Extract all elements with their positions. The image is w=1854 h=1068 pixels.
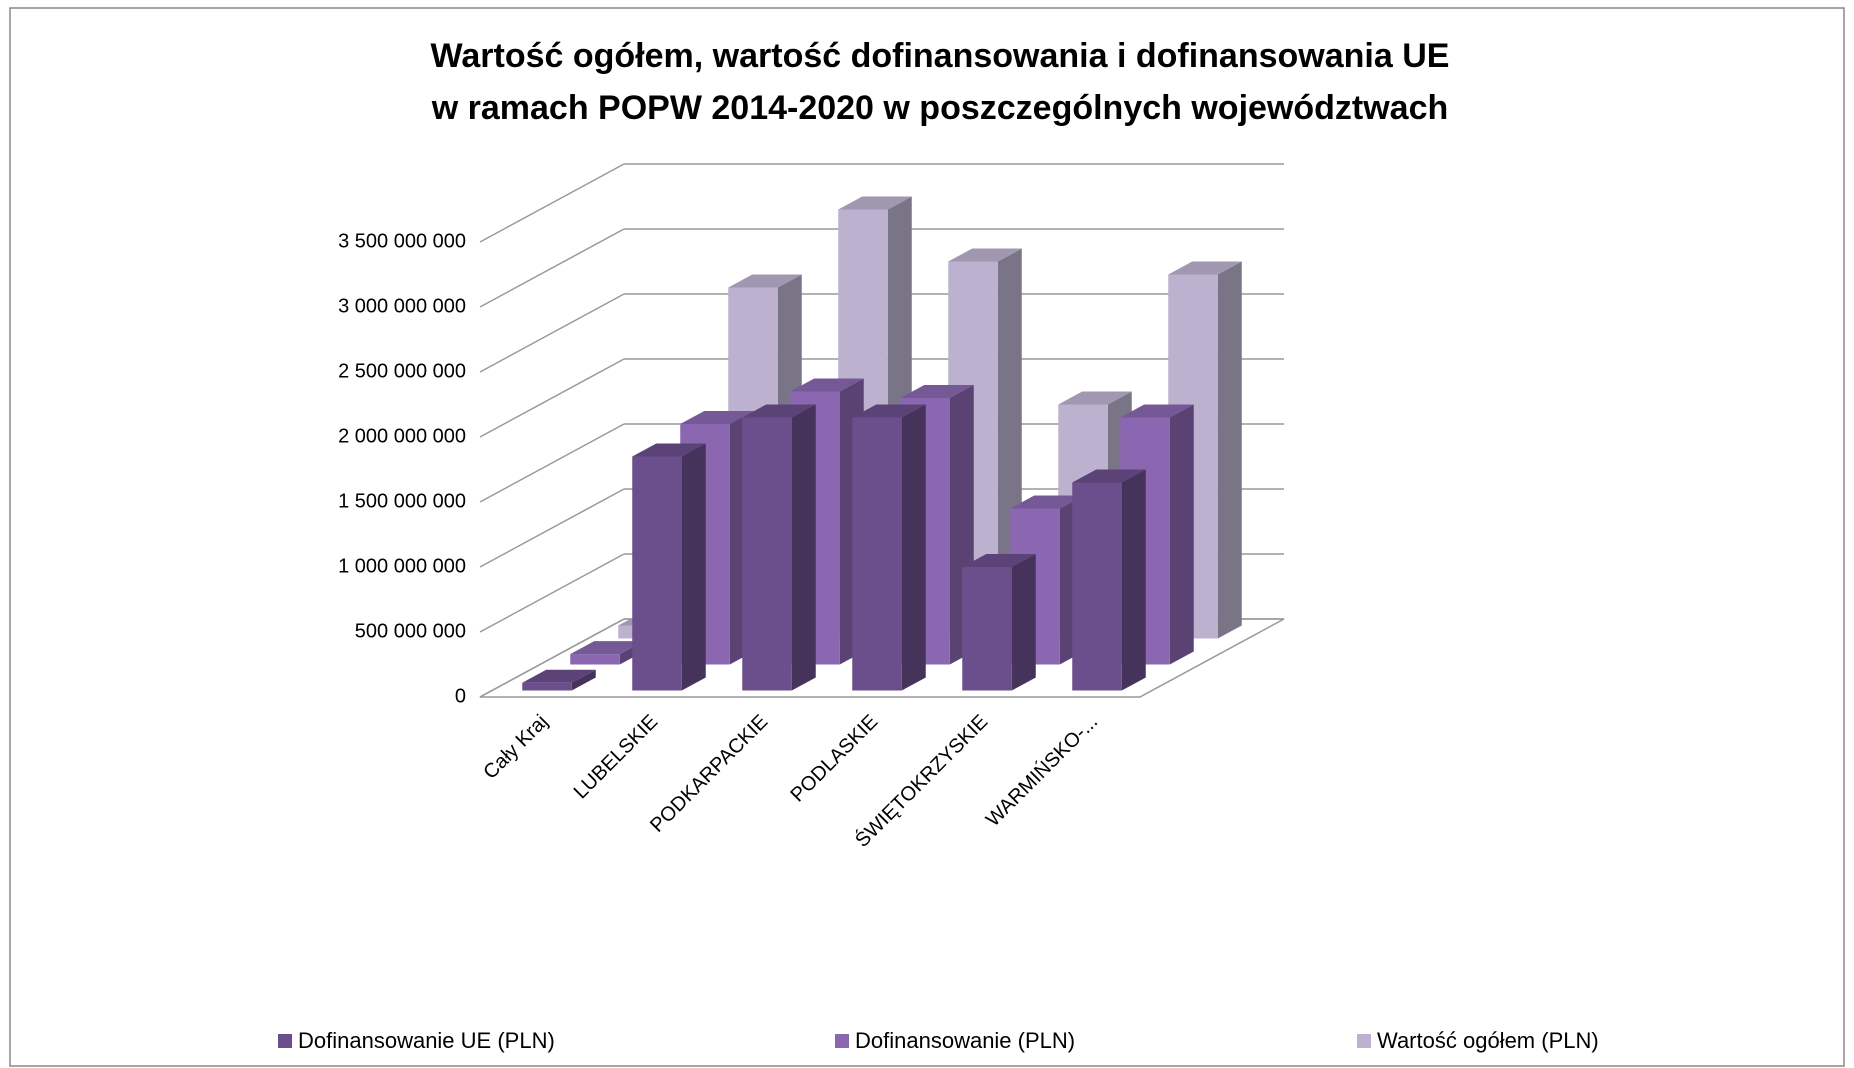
legend-swatch xyxy=(1357,1034,1371,1048)
bar-top xyxy=(522,669,596,683)
chart-subtitle: w ramach POPW 2014-2020 w poszczególnych… xyxy=(431,89,1449,127)
bar-top xyxy=(900,385,974,398)
bar-side xyxy=(901,404,926,691)
bar xyxy=(962,567,1012,691)
bar xyxy=(742,417,792,691)
bar-top xyxy=(838,196,912,210)
bar-side xyxy=(1121,469,1146,691)
grid-line xyxy=(479,618,625,698)
grid-line xyxy=(479,423,625,503)
y-tick-label: 1 000 000 000 xyxy=(338,555,466,577)
grid-line xyxy=(479,358,625,438)
y-tick-label: 3 500 000 000 xyxy=(338,230,466,252)
grid-line xyxy=(479,488,625,568)
bar-side xyxy=(1217,261,1242,639)
bar-top xyxy=(852,404,926,418)
bar-side xyxy=(1011,554,1036,691)
grid-line xyxy=(479,228,625,308)
bar-top xyxy=(632,443,706,457)
bar xyxy=(570,654,620,665)
legend-swatch xyxy=(278,1034,292,1048)
bar xyxy=(852,417,902,691)
bar-top xyxy=(1120,404,1194,418)
bar-top xyxy=(742,404,816,418)
bar-top xyxy=(962,554,1036,567)
bar-top xyxy=(1058,391,1132,405)
bar-side xyxy=(571,669,596,691)
y-tick-label: 1 500 000 000 xyxy=(338,490,466,512)
bar xyxy=(1072,482,1122,691)
bar-top xyxy=(1072,469,1146,483)
bar-top xyxy=(728,274,802,288)
y-tick-label: 2 000 000 000 xyxy=(338,425,466,447)
bar-side xyxy=(791,404,816,691)
bar xyxy=(632,456,682,691)
bar-top xyxy=(790,378,864,392)
y-tick-label: 0 xyxy=(455,685,466,707)
bar-top xyxy=(1168,261,1242,275)
legend-swatch xyxy=(835,1034,849,1048)
bar-top xyxy=(680,411,754,424)
grid-line xyxy=(479,553,625,633)
bar-side xyxy=(681,443,706,691)
grid-line xyxy=(479,293,625,373)
bar xyxy=(522,682,572,691)
y-tick-label: 500 000 000 xyxy=(355,620,466,642)
legend-label: Dofinansowanie (PLN) xyxy=(855,1028,1075,1053)
bar-side xyxy=(1169,404,1194,665)
y-tick-label: 3 000 000 000 xyxy=(338,295,466,317)
legend-label: Wartość ogółem (PLN) xyxy=(1377,1028,1599,1053)
chart-title: Wartość ogółem, wartość dofinansowania i… xyxy=(431,37,1450,75)
grid-line xyxy=(479,163,625,243)
legend-label: Dofinansowanie UE (PLN) xyxy=(298,1028,555,1053)
bar-top xyxy=(570,641,644,655)
bar-top xyxy=(948,248,1022,262)
y-tick-label: 2 500 000 000 xyxy=(338,360,466,382)
bar-top xyxy=(1010,495,1084,509)
